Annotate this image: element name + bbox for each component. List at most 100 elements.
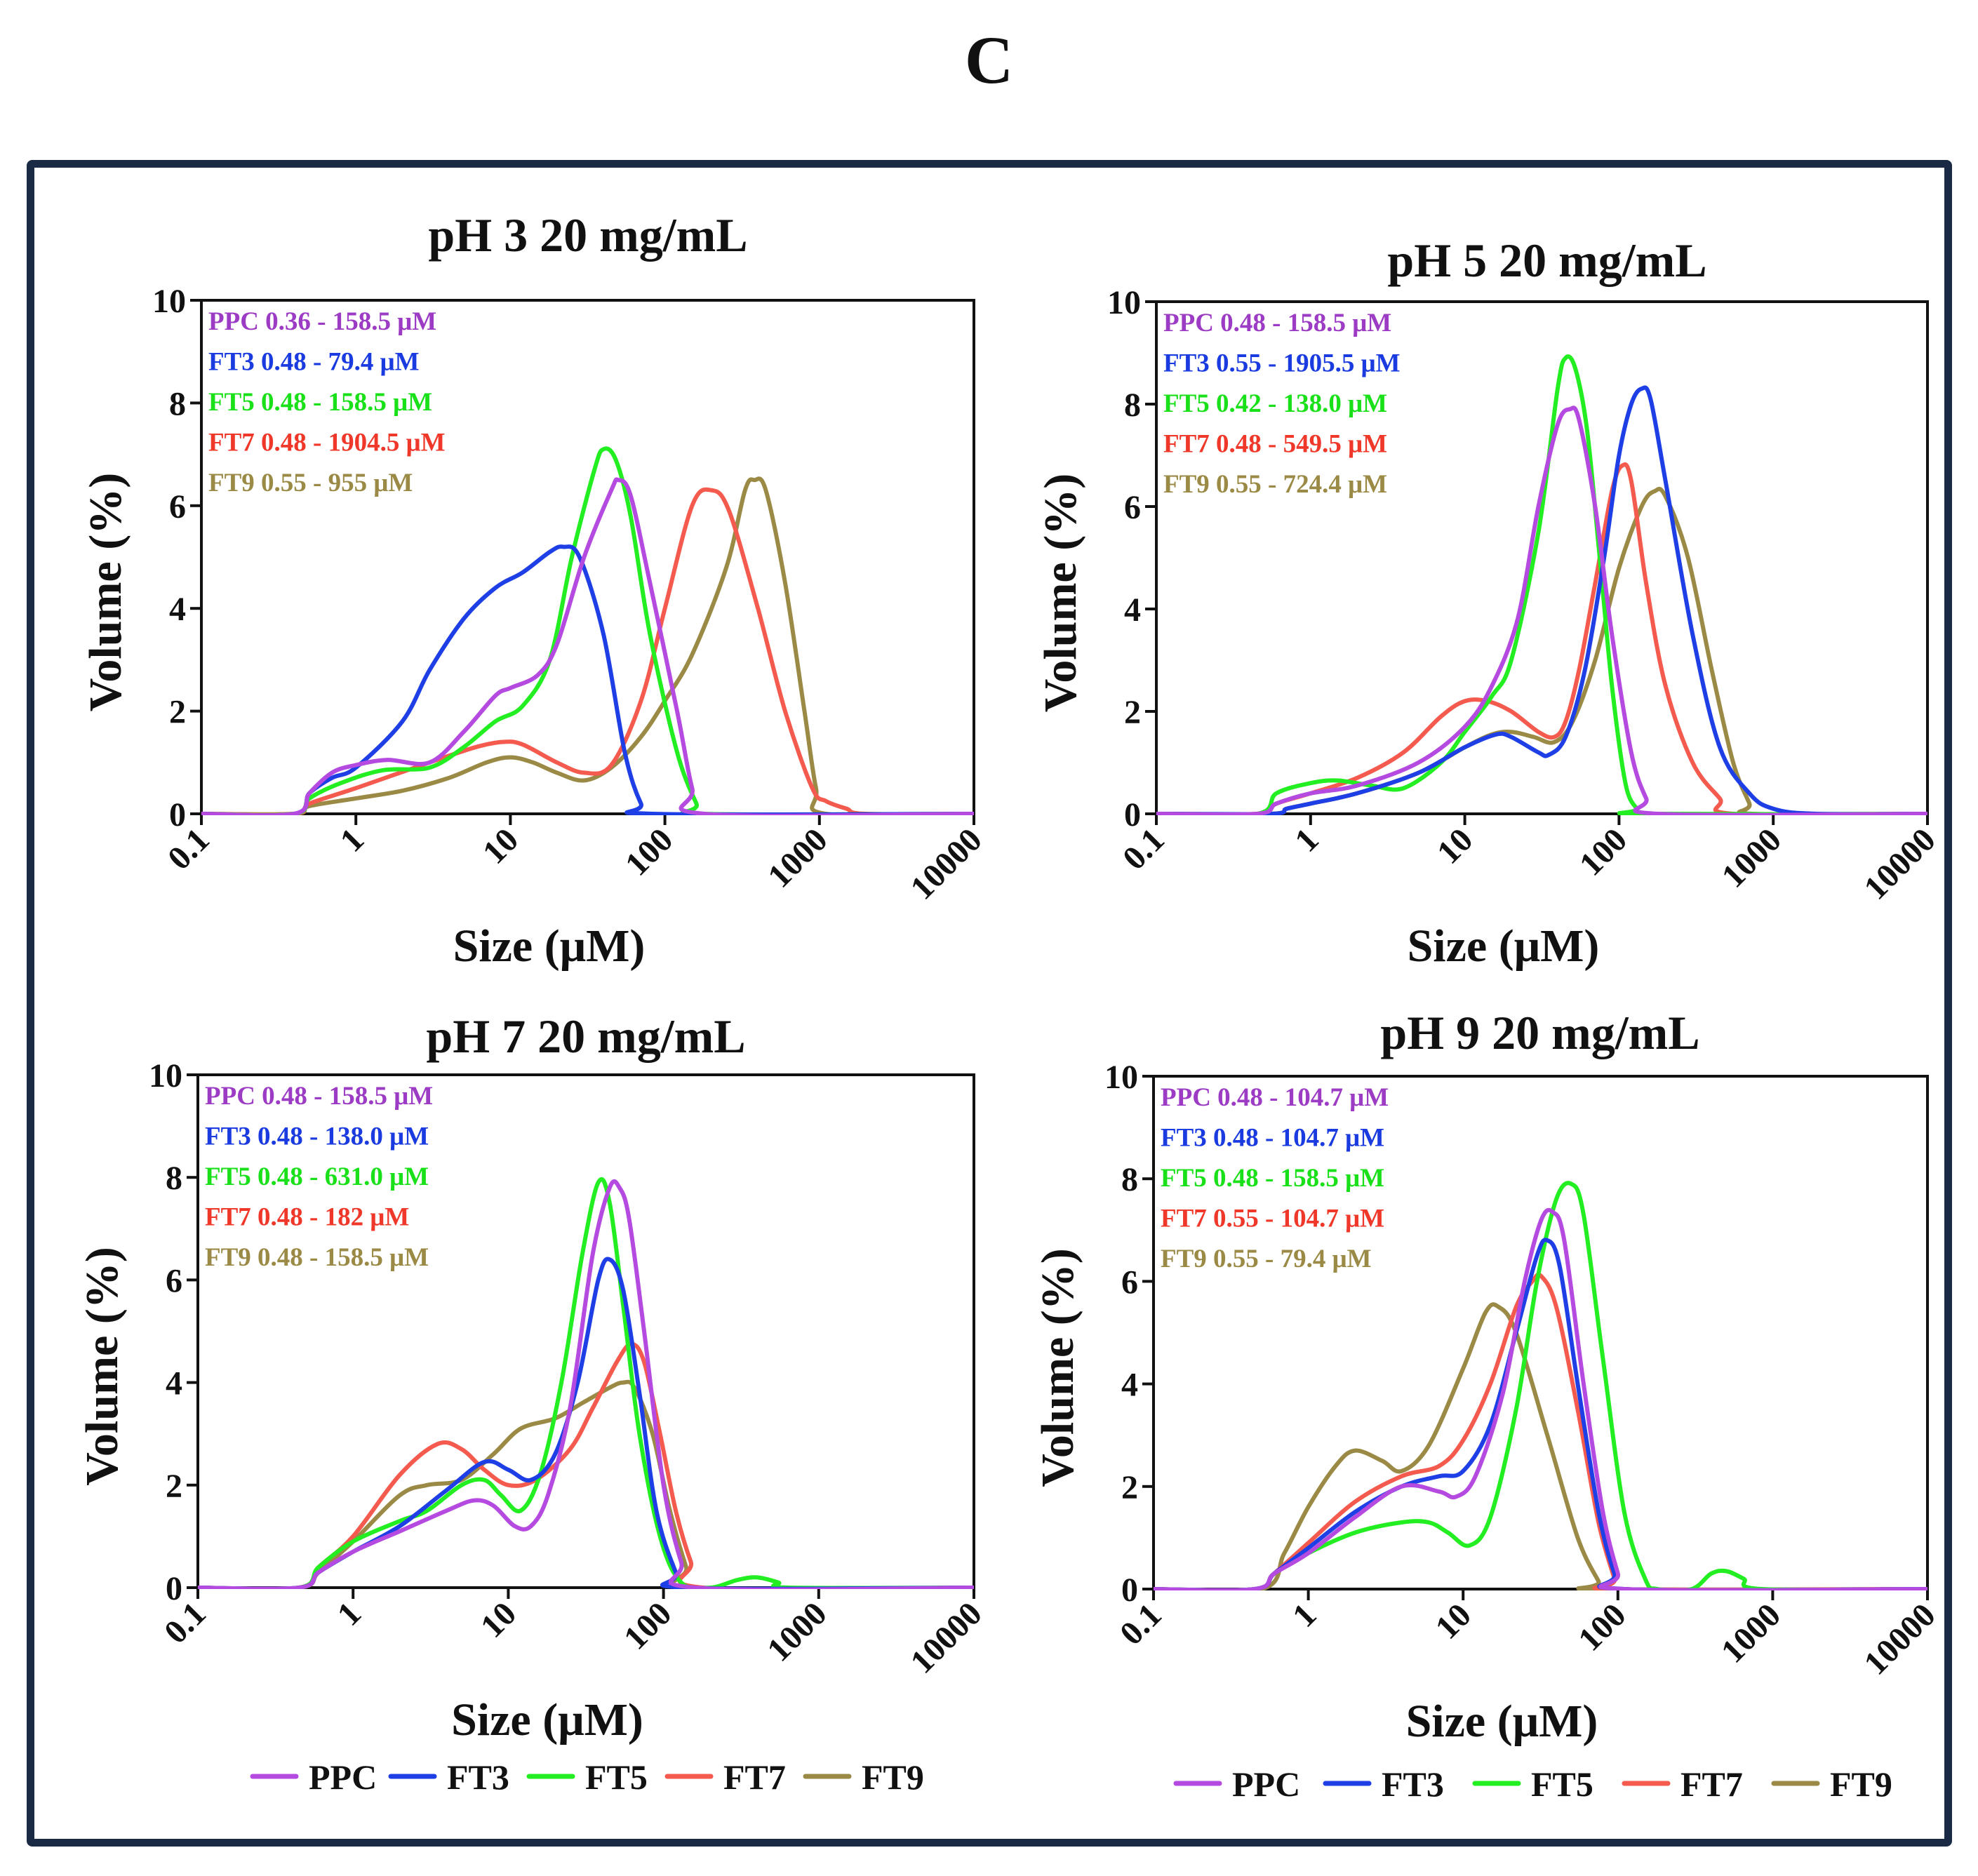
x-tick-label: 1000 — [760, 1595, 834, 1668]
annotation-ppc: PPC 0.48 - 158.5 μM — [205, 1082, 433, 1111]
x-axis-title: Size (μM) — [451, 1694, 643, 1746]
x-tick-label: 10000 — [1857, 1596, 1942, 1682]
y-tick-label: 10 — [1107, 284, 1141, 321]
plot-frame — [200, 299, 975, 815]
annotation-ft9: FT9 0.48 - 158.5 μM — [205, 1243, 429, 1272]
x-axis-title: Size (μM) — [1408, 920, 1600, 972]
y-tick-label: 10 — [149, 1057, 182, 1094]
legend-label-ft5: FT5 — [1531, 1764, 1593, 1804]
y-tick-label: 2 — [1121, 1469, 1138, 1506]
legend-label-ft9: FT9 — [1830, 1764, 1892, 1804]
series-line-ft9 — [201, 476, 974, 815]
series-line-ppc — [198, 1179, 974, 1589]
figure-frame — [27, 160, 1952, 1847]
x-tick-label: 10000 — [903, 821, 989, 906]
y-tick-label: 6 — [1124, 489, 1141, 526]
legend-label-ft7: FT7 — [723, 1757, 786, 1797]
series-line-ft5 — [1154, 1181, 1927, 1590]
annotation-ft7: FT7 0.48 - 182 μM — [205, 1203, 409, 1232]
annotation-ft3: FT3 0.48 - 104.7 μM — [1161, 1124, 1384, 1153]
y-tick-label: 6 — [169, 488, 186, 525]
legend-2: PPC FT3 FT5 FT7 FT9 — [1173, 1764, 1892, 1804]
series-line-ppc — [1154, 1207, 1927, 1590]
y-tick-label: 0 — [166, 1570, 182, 1607]
series-line-ppc — [201, 477, 974, 815]
series-line-ft3 — [201, 544, 974, 815]
legend-label-ft3: FT3 — [1382, 1764, 1444, 1804]
x-tick-label: 1 — [1288, 821, 1325, 859]
series-line-ppc — [1156, 406, 1927, 815]
annotation-ft9: FT9 0.55 - 955 μM — [208, 469, 413, 497]
annotation-ft5: FT5 0.48 - 158.5 μM — [1161, 1164, 1384, 1193]
series-line-ft7 — [198, 1341, 974, 1589]
x-tick-label: 1000 — [1715, 821, 1789, 895]
y-tick-label: 4 — [169, 591, 186, 628]
annotation-ppc: PPC 0.48 - 104.7 μM — [1161, 1083, 1389, 1112]
legend-label-ft5: FT5 — [585, 1757, 648, 1797]
x-tick-label: 100 — [1571, 1596, 1633, 1658]
annotation-ft9: FT9 0.55 - 79.4 μM — [1161, 1245, 1372, 1273]
y-tick-label: 4 — [1121, 1367, 1138, 1404]
annotation-ft3: FT3 0.55 - 1905.5 μM — [1163, 349, 1401, 378]
plot-frame — [1152, 1075, 1929, 1590]
y-axis-title: Volume (%) — [80, 473, 131, 711]
y-tick-label: 8 — [166, 1160, 182, 1197]
y-tick-label: 10 — [1104, 1059, 1138, 1096]
x-tick-label: 100 — [618, 821, 680, 883]
series-line-ft5 — [198, 1177, 974, 1589]
series-line-ft3 — [1154, 1238, 1927, 1590]
annotation-ppc: PPC 0.48 - 158.5 μM — [1163, 309, 1391, 337]
x-tick-label: 100 — [617, 1595, 679, 1656]
annotation-ppc: PPC 0.36 - 158.5 μM — [208, 307, 436, 336]
y-axis-title: Volume (%) — [76, 1247, 128, 1485]
legend-label-ft7: FT7 — [1680, 1764, 1743, 1804]
legend-label-ppc: PPC — [309, 1757, 377, 1797]
annotation-ft3: FT3 0.48 - 138.0 μM — [205, 1123, 429, 1151]
series-line-ft3 — [1156, 385, 1927, 815]
series-line-ft7 — [1156, 462, 1927, 815]
y-tick-label: 8 — [169, 385, 186, 422]
chart-title: pH 7 20 mg/mL — [426, 1010, 745, 1063]
legend-label-ppc: PPC — [1232, 1764, 1300, 1804]
x-tick-label: 100 — [1572, 821, 1634, 883]
annotation-ft7: FT7 0.48 - 1904.5 μM — [208, 429, 446, 457]
y-tick-label: 4 — [166, 1365, 182, 1402]
chart-title: pH 5 20 mg/mL — [1387, 234, 1706, 287]
series-line-ft9 — [1156, 486, 1927, 815]
plot-frame — [1155, 300, 1929, 815]
legend-label-ft3: FT3 — [447, 1757, 509, 1797]
annotation-ft5: FT5 0.42 - 138.0 μM — [1163, 389, 1387, 418]
chart-title: pH 9 20 mg/mL — [1380, 1006, 1699, 1059]
panel-label: C — [964, 22, 1014, 98]
series-line-ft5 — [201, 446, 974, 815]
y-tick-label: 2 — [169, 694, 186, 731]
series-line-ft9 — [198, 1379, 974, 1589]
x-tick-label: 1 — [1285, 1596, 1323, 1634]
x-tick-label: 10000 — [903, 1595, 989, 1680]
x-tick-label: 1000 — [761, 821, 834, 895]
y-axis-title: Volume (%) — [1035, 474, 1086, 712]
annotation-ft5: FT5 0.48 - 631.0 μM — [205, 1163, 429, 1191]
y-tick-label: 4 — [1124, 591, 1141, 629]
legend-1: PPC FT3 FT5 FT7 FT9 — [250, 1757, 924, 1797]
y-tick-label: 0 — [1121, 1572, 1138, 1609]
y-tick-label: 8 — [1124, 387, 1141, 424]
y-tick-label: 8 — [1121, 1161, 1138, 1198]
y-tick-label: 6 — [166, 1262, 182, 1299]
x-tick-label: 1 — [333, 821, 371, 859]
legend-label-ft9: FT9 — [862, 1757, 924, 1797]
annotation-ft5: FT5 0.48 - 158.5 μM — [208, 388, 432, 417]
x-tick-label: 10000 — [1857, 821, 1942, 906]
y-tick-label: 10 — [152, 283, 186, 320]
series-line-ft9 — [1154, 1302, 1927, 1590]
y-tick-label: 2 — [1124, 694, 1141, 731]
y-axis-title: Volume (%) — [1032, 1248, 1083, 1487]
annotation-ft9: FT9 0.55 - 724.4 μM — [1163, 470, 1387, 499]
series-line-ft5 — [1156, 354, 1927, 815]
x-axis-title: Size (μM) — [453, 920, 646, 972]
series-line-ft7 — [201, 487, 974, 815]
